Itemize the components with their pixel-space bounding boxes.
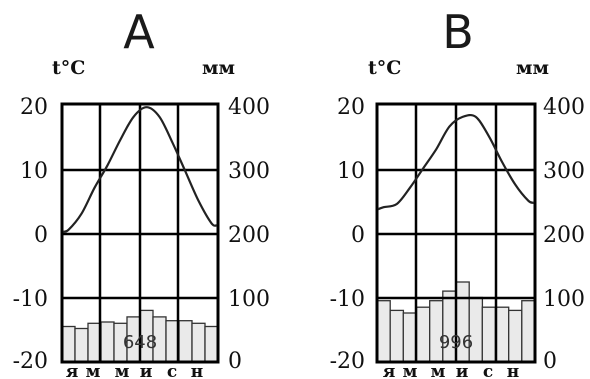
month-label: я	[66, 362, 79, 379]
precipitation-tick: 200	[543, 223, 585, 248]
chart-title: B	[442, 5, 474, 59]
precipitation-bar	[402, 312, 418, 363]
grid	[60, 102, 220, 364]
precipitation-bars	[376, 281, 536, 363]
plot-frame	[375, 102, 537, 364]
precipitation-bar	[61, 325, 76, 363]
temperature-tick: 20	[337, 95, 365, 120]
annual-precipitation: 648	[123, 332, 157, 353]
month-label: м	[403, 362, 418, 379]
precipitation-bars	[61, 309, 219, 363]
precipitation-bar	[178, 320, 193, 363]
month-axis: я м м и с н	[66, 362, 204, 379]
grid	[375, 102, 537, 364]
temperature-tick: 20	[20, 95, 48, 120]
temperature-unit: t°C	[52, 57, 85, 79]
temperature-tick: 0	[34, 223, 48, 248]
precipitation-tick: 300	[543, 159, 585, 184]
month-label: и	[456, 362, 469, 379]
temperature-tick: -20	[13, 349, 48, 374]
precipitation-tick: 400	[543, 95, 585, 120]
precipitation-tick: 400	[228, 95, 270, 120]
precipitation-tick: 100	[228, 287, 270, 312]
climate-chart-a: A t°C мм 648 20 10 0 -10 -20 400 300 200…	[13, 5, 270, 379]
precipitation-bar	[494, 306, 510, 363]
month-label: н	[191, 362, 203, 379]
precipitation-bar	[74, 327, 89, 363]
temperature-axis: 20 10 0 -10 -20	[330, 95, 365, 374]
precipitation-bar	[389, 309, 405, 363]
precipitation-unit: мм	[516, 57, 549, 79]
precipitation-bar	[100, 321, 115, 363]
temperature-tick: -10	[13, 287, 48, 312]
climate-chart-b: B t°C мм 996 20 10 0 -10 -20 400 300 200…	[330, 5, 585, 379]
precipitation-bar	[481, 306, 497, 363]
month-label: н	[507, 362, 519, 379]
temperature-tick: 10	[337, 159, 365, 184]
chart-title: A	[123, 5, 155, 59]
precipitation-unit: мм	[202, 57, 235, 79]
month-label: с	[483, 362, 493, 379]
month-label: с	[167, 362, 177, 379]
precipitation-axis: 400 300 200 100 0	[228, 95, 270, 374]
temperature-unit: t°C	[368, 57, 401, 79]
temperature-tick: -20	[330, 349, 365, 374]
temperature-tick: 0	[351, 223, 365, 248]
temperature-axis: 20 10 0 -10 -20	[13, 95, 48, 374]
plot-frame	[60, 102, 220, 364]
precipitation-tick: 0	[228, 349, 242, 374]
precipitation-tick: 100	[543, 287, 585, 312]
temperature-curve	[62, 106, 218, 233]
precipitation-bar	[376, 300, 391, 363]
precipitation-bar	[508, 309, 523, 363]
precipitation-axis: 400 300 200 100 0	[543, 95, 585, 374]
month-label: я	[383, 362, 396, 379]
precipitation-tick: 0	[543, 349, 557, 374]
annual-precipitation: 996	[439, 332, 473, 353]
precipitation-tick: 300	[228, 159, 270, 184]
temperature-tick: 10	[20, 159, 48, 184]
month-label: и	[140, 362, 153, 379]
precipitation-bar	[204, 325, 219, 363]
temperature-curve	[377, 113, 535, 211]
month-label: м	[431, 362, 446, 379]
precipitation-bar	[521, 300, 536, 363]
month-label: м	[115, 362, 130, 379]
precipitation-bar	[415, 306, 431, 363]
month-label: м	[86, 362, 101, 379]
month-axis: я м м и с н	[383, 362, 520, 379]
precipitation-bar	[191, 322, 206, 363]
temperature-tick: -10	[330, 287, 365, 312]
precipitation-tick: 200	[228, 223, 270, 248]
